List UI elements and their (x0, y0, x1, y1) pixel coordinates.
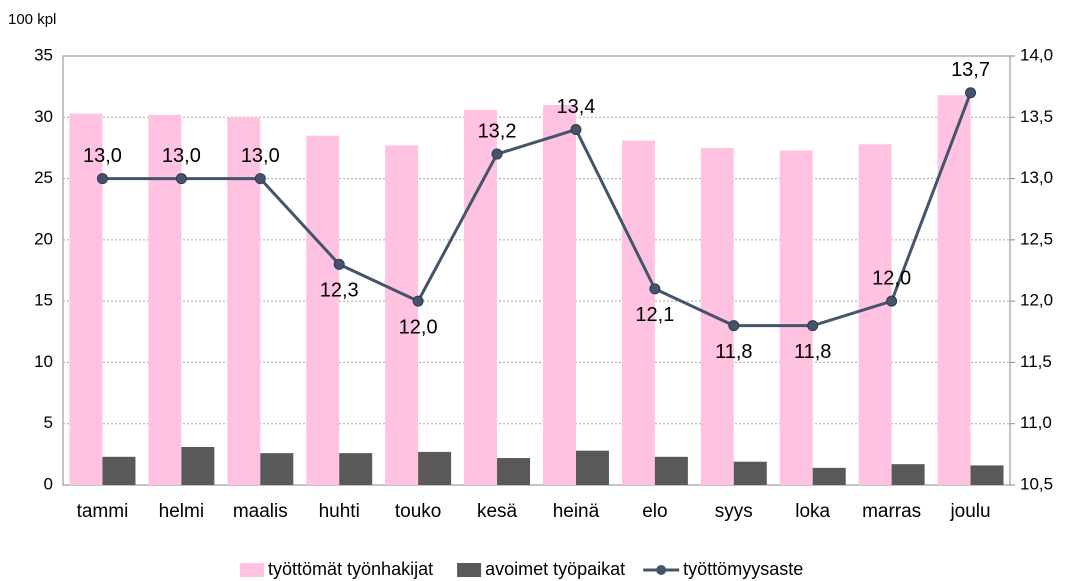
x-tick-label: maalis (233, 501, 288, 522)
line (102, 92, 972, 328)
x-tick-label: syys (715, 501, 753, 522)
y2-tick-label: 12,5 (1020, 229, 1053, 248)
y-axis-label: 100 kpl (8, 11, 56, 28)
line-point (254, 173, 266, 185)
line-point (886, 295, 898, 307)
line-point (649, 283, 661, 295)
bar (102, 456, 136, 485)
x-tick-label: huhti (319, 501, 360, 522)
bar (654, 456, 688, 485)
data-label: 12,0 (872, 267, 911, 289)
bar (339, 453, 373, 485)
legend-swatch (240, 563, 264, 577)
x-tick-label: elo (642, 501, 667, 522)
legend-label: työttömät työnhakijat (268, 559, 433, 579)
line-point (333, 258, 345, 270)
y2-tick-label: 13,5 (1020, 107, 1053, 126)
x-tick-label: loka (795, 501, 830, 522)
bar (733, 461, 767, 485)
bar (542, 105, 576, 486)
data-label: 13,0 (241, 145, 280, 167)
bar (812, 467, 846, 485)
y-tick-label: 25 (34, 168, 53, 187)
data-label: 13,2 (478, 120, 517, 142)
y2-tick-label: 12,0 (1020, 291, 1053, 310)
x-tick-label: marras (862, 501, 921, 522)
line-point (412, 295, 424, 307)
data-label: 12,0 (399, 316, 438, 338)
y2-tick-label: 11,5 (1020, 352, 1052, 371)
x-tick-label: joulu (949, 501, 990, 522)
line-point (728, 320, 740, 332)
y-tick-label: 15 (34, 291, 53, 310)
data-label: 13,0 (83, 145, 122, 167)
x-tick-label: touko (395, 501, 441, 522)
bar (148, 114, 182, 485)
bar (227, 117, 261, 486)
bar (970, 465, 1004, 485)
line-point (491, 148, 503, 160)
x-tick-label: heinä (553, 501, 600, 522)
bar (621, 140, 655, 485)
y-tick-label: 30 (34, 107, 53, 126)
x-tick-label: kesä (477, 501, 518, 522)
y-tick-label: 10 (34, 352, 53, 371)
y2-tick-label: 10,5 (1020, 474, 1053, 493)
data-label: 12,1 (635, 304, 674, 326)
bar (858, 144, 892, 485)
x-tick-label: helmi (159, 501, 204, 522)
legend-label: avoimet työpaikat (485, 559, 625, 579)
y2-tick-label: 14,0 (1020, 45, 1053, 64)
line-point (175, 173, 187, 185)
bar (937, 95, 971, 486)
legend-swatch (457, 563, 482, 577)
bar (497, 458, 531, 485)
data-label: 11,8 (715, 341, 752, 363)
bar (464, 109, 498, 485)
bar (779, 150, 813, 485)
bar (891, 464, 925, 485)
plot-frame (62, 55, 1011, 486)
bar (418, 451, 452, 485)
bar (260, 453, 294, 485)
y-tick-label: 20 (34, 229, 53, 248)
y-tick-label: 35 (34, 45, 53, 64)
bar (69, 113, 103, 485)
line-point (96, 173, 108, 185)
y2-tick-label: 13,0 (1020, 168, 1053, 187)
bar (575, 450, 609, 485)
y-tick-label: 5 (44, 413, 53, 432)
data-label: 13,0 (162, 145, 201, 167)
line-point (965, 87, 977, 99)
bar (385, 145, 419, 485)
legend-swatch (656, 565, 667, 575)
line-point (807, 320, 819, 332)
bar (181, 447, 215, 485)
data-label: 11,8 (794, 341, 831, 363)
legend-label: työttömyysaste (683, 559, 803, 579)
data-label: 12,3 (320, 280, 359, 302)
bar (306, 135, 340, 485)
y2-tick-label: 11,0 (1020, 413, 1052, 432)
data-label: 13,7 (951, 59, 990, 81)
y-tick-label: 0 (44, 474, 53, 493)
line-point (570, 124, 582, 136)
x-tick-label: tammi (77, 501, 129, 522)
data-label: 13,4 (556, 96, 595, 118)
